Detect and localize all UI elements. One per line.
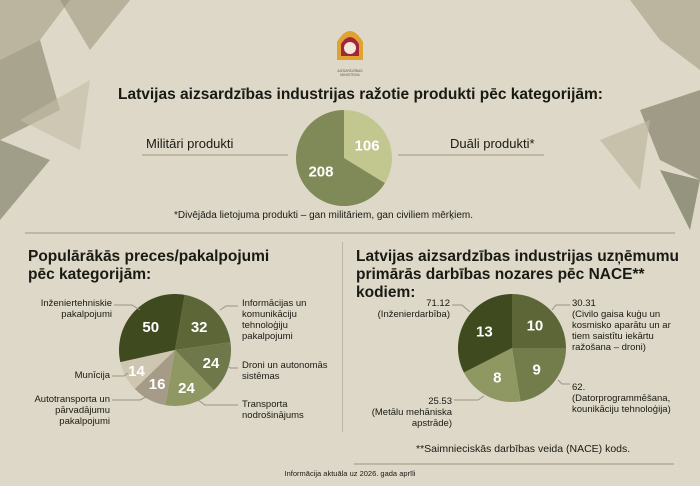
leader-line (227, 365, 238, 369)
pie-slice (175, 342, 231, 391)
slice-value-label: 10 (527, 317, 544, 334)
slice-value-label: 24 (203, 355, 220, 372)
nace-62-code: 62. (572, 382, 586, 393)
pie-slice (119, 294, 185, 363)
left-title-line2: pēc kategorijām: (28, 266, 152, 283)
label-nace-2553: 25.53 (Metālu mehāniska apstrāde) (356, 396, 452, 429)
leader-line (197, 399, 238, 406)
right-title-line1: Latvijas aizsardzības industrijas uzņēmu… (356, 248, 680, 265)
pie-slice (458, 294, 512, 373)
footer-note: Informācija aktuāla uz 2026. gada aprīli (284, 469, 416, 478)
right-footnote: **Saimnieciskās darbības veida (NACE) ko… (416, 443, 631, 455)
leader-line (551, 304, 570, 311)
pie-slice (120, 350, 175, 389)
dual-label: Duāli produkti* (450, 136, 535, 151)
leader-line (114, 304, 141, 311)
pie-slice (512, 294, 566, 348)
leader-line (452, 304, 471, 313)
leader-line (219, 305, 238, 311)
pie-slice (165, 350, 214, 406)
military-label: Militāri produkti (146, 136, 234, 151)
nace-62-desc: (Datorprogrammēšana, kounikāciju tehnolo… (572, 393, 671, 415)
slice-value-label: 50 (142, 319, 159, 336)
left-title: Populārākās preces/pakalpojumi pēc kateg… (28, 248, 269, 284)
pie-slice (463, 348, 521, 402)
slice-value-label: 24 (178, 380, 195, 397)
label-drones: Droni un autonomās sistēmas (242, 360, 328, 382)
label-nace-62: 62. (Datorprogrammēšana, kounikāciju teh… (572, 382, 692, 415)
slice-value-label: 32 (191, 319, 208, 336)
slice-value-label: 14 (128, 363, 145, 380)
label-nace-3031: 30.31 (Civilo gaisa kuģu un kosmisko apa… (572, 298, 682, 353)
nace-7112-desc: (Inženierdarbība) (377, 309, 450, 320)
military-rule (142, 154, 288, 156)
section-divider (25, 232, 675, 234)
products-pie: 106 208 (296, 110, 392, 206)
vertical-divider (342, 242, 343, 432)
slice-value-label: 13 (476, 323, 493, 340)
label-nace-7112: 71.12 (Inženierdarbība) (360, 298, 450, 320)
label-vehicle-transport: Autotransporta un pārvadājumu pakalpojum… (34, 394, 110, 427)
logo: AIZSARDZĪBAS MINISTRIJA (333, 24, 367, 77)
nace-3031-code: 30.31 (572, 298, 596, 309)
slice-value-label: 106 (355, 138, 380, 155)
logo-text: AIZSARDZĪBAS MINISTRIJA (337, 69, 363, 77)
leader-line (454, 395, 485, 401)
nace-3031-desc: (Civilo gaisa kuģu un kosmisko aparātu u… (572, 309, 671, 353)
top-title: Latvijas aizsardzības industrijas ražoti… (118, 86, 603, 103)
pie-slice (512, 348, 566, 402)
label-ammunition: Munīcija (74, 370, 110, 381)
label-transport: Transporta nodrošinājums (242, 399, 304, 421)
nace-2553-code: 25.53 (428, 396, 452, 407)
ministry-emblem-icon (337, 31, 363, 60)
pie-slice (175, 294, 231, 350)
top-footnote: *Divējāda lietojuma produkti – gan milit… (174, 210, 474, 221)
leader-line (112, 372, 129, 377)
label-ict: Informācijas un komunikāciju tehnoloģiju… (242, 298, 307, 342)
slice-value-label: 16 (149, 376, 166, 393)
label-engineering: Inženiertehniskie pakalpojumi (40, 298, 112, 320)
slice-value-label: 208 (308, 163, 333, 180)
pie-slice (134, 350, 175, 406)
pie-slice (344, 110, 392, 184)
nace-7112-code: 71.12 (426, 298, 450, 309)
dual-rule (398, 154, 544, 156)
right-title: Latvijas aizsardzības industrijas uzņēmu… (356, 248, 700, 302)
leader-line (557, 379, 570, 385)
right-title-line2: primārās darbības nozares pēc NACE** kod… (356, 266, 645, 301)
nace-2553-desc: (Metālu mehāniska apstrāde) (371, 407, 452, 429)
pie-slice (296, 110, 385, 206)
slice-value-label: 9 (532, 361, 540, 378)
slice-value-label: 8 (493, 369, 501, 386)
leader-line (112, 395, 149, 401)
left-title-line1: Populārākās preces/pakalpojumi (28, 248, 270, 265)
bottom-rule (354, 463, 674, 465)
